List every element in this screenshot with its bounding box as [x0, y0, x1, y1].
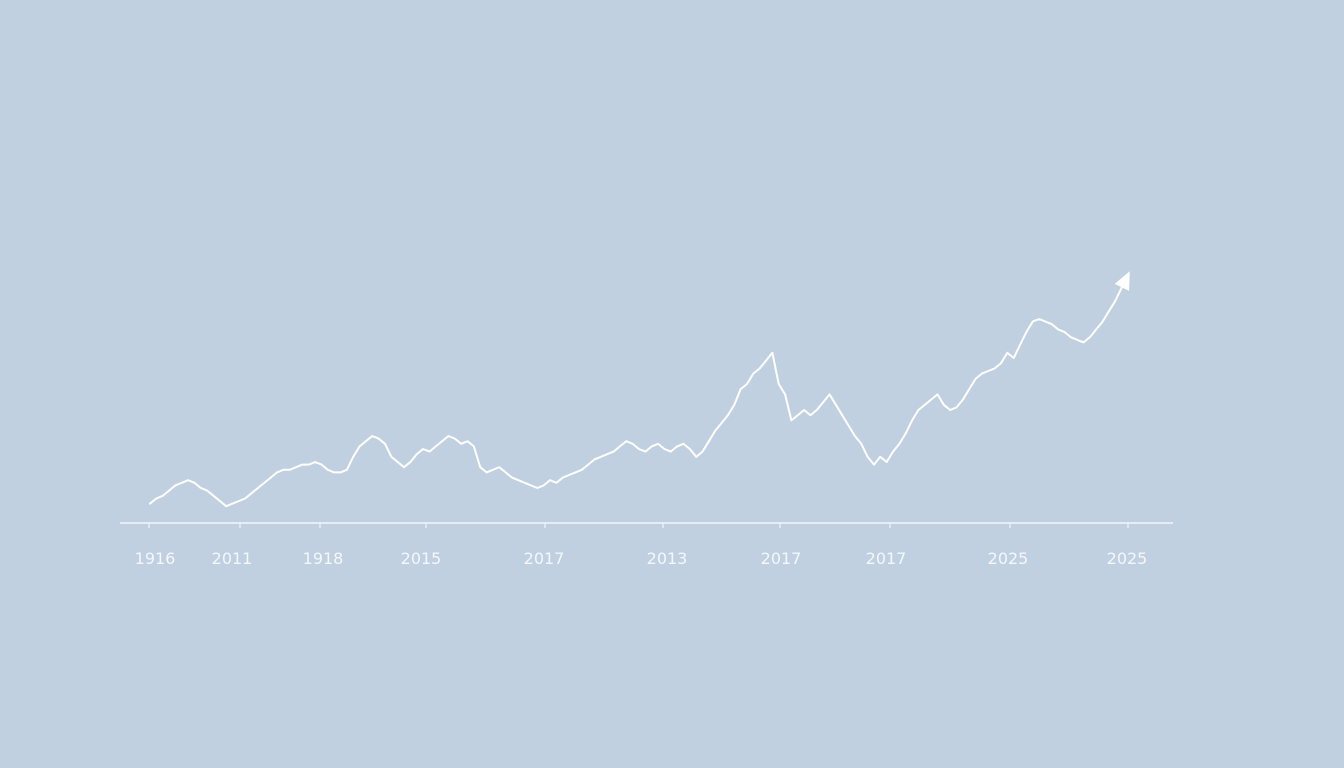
series-line: [149, 273, 1129, 508]
x-tick-label: 2015: [401, 549, 442, 568]
x-tick-label: 2025: [1107, 549, 1148, 568]
plot-area: [149, 271, 1130, 508]
arrow-icon: [1114, 271, 1130, 291]
x-axis: 1916 2011 1918 2015 2017 2013 2017 2017 2025 2025: [120, 522, 1173, 568]
x-tick-label: 2025: [988, 549, 1029, 568]
x-tick-label: 1918: [303, 549, 344, 568]
x-tick-label: 2017: [524, 549, 565, 568]
x-tick-label: 2017: [761, 549, 802, 568]
x-tick-label: 2017: [866, 549, 907, 568]
x-tick-label: 1916: [135, 549, 176, 568]
x-tick-label: 2011: [212, 549, 253, 568]
x-tick-label: 2013: [647, 549, 688, 568]
